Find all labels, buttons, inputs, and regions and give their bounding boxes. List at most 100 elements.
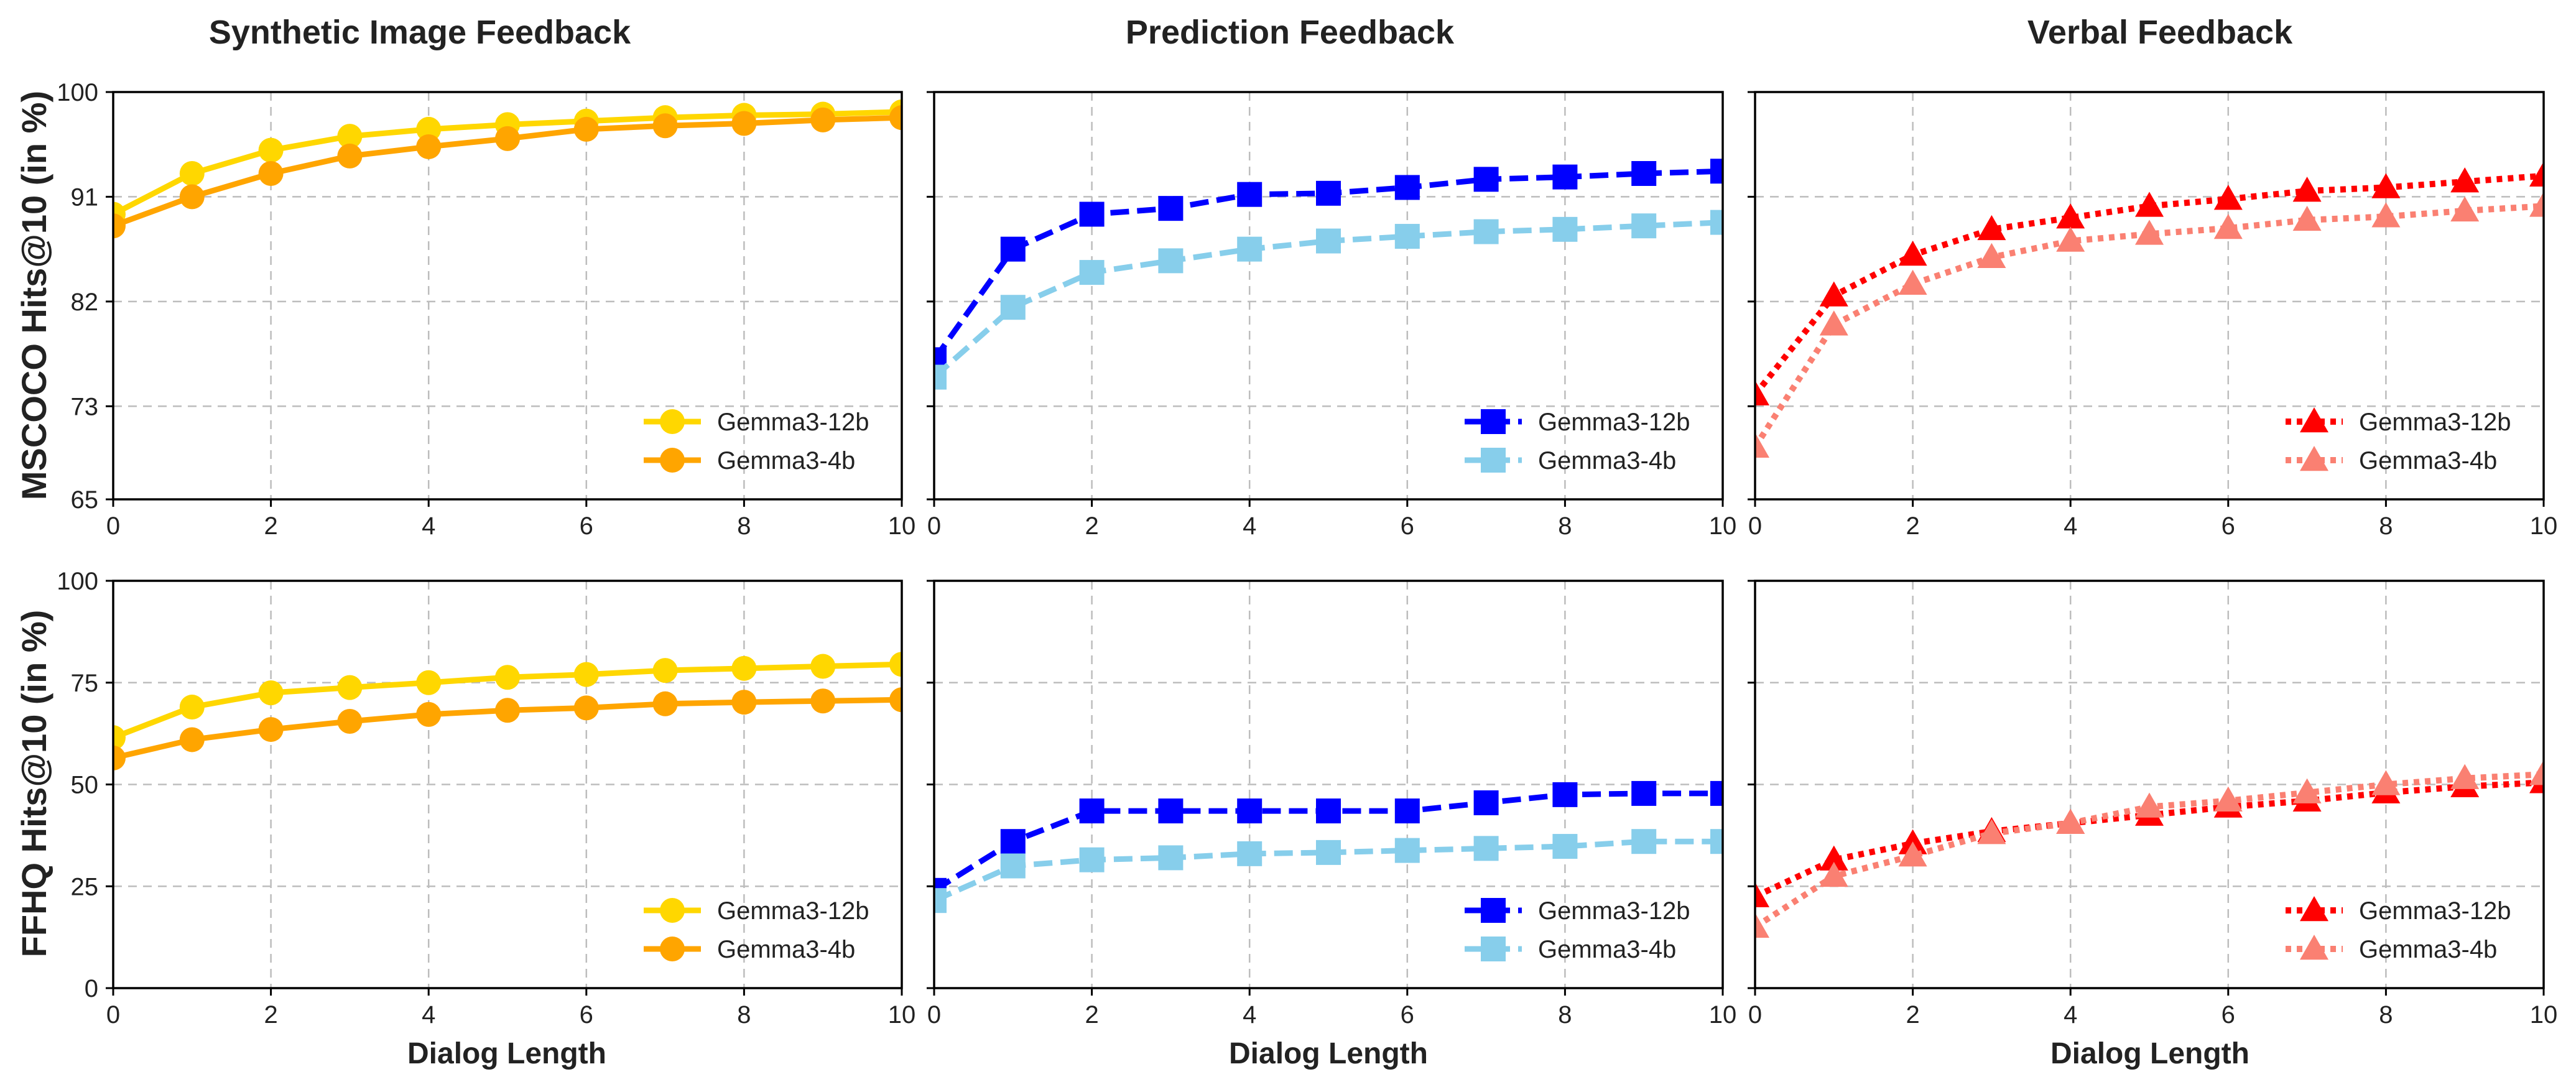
plot-area	[934, 159, 1723, 390]
data-point	[1000, 295, 1026, 320]
data-point	[1710, 210, 1723, 235]
legend-label: Gemma3-12b	[1538, 409, 1690, 436]
x-tick-label: 2	[1085, 1001, 1098, 1029]
x-tick-label: 6	[1401, 512, 1414, 540]
data-point	[1631, 213, 1657, 239]
x-tick-label: 6	[580, 512, 593, 540]
x-axis-label-prediction: Dialog Length	[1229, 1037, 1428, 1070]
plot-area	[113, 652, 902, 770]
data-point	[652, 691, 678, 716]
y-tick-label: 100	[57, 79, 98, 106]
legend-label: Gemma3-4b	[1538, 447, 1676, 474]
data-point	[1079, 201, 1105, 227]
data-point	[337, 675, 363, 700]
axes-frame	[112, 91, 903, 501]
data-point	[1000, 853, 1026, 879]
legend-marker	[660, 898, 685, 923]
x-tick-label: 6	[2222, 1001, 2235, 1029]
data-point	[337, 124, 363, 149]
data-point	[573, 695, 599, 721]
data-point	[652, 113, 678, 139]
x-tick-label: 10	[2530, 1001, 2558, 1029]
data-point	[934, 364, 947, 390]
data-point	[337, 143, 363, 169]
data-point	[1237, 841, 1263, 866]
y-tick-label: 50	[71, 772, 99, 799]
data-point	[1316, 228, 1341, 254]
data-point	[1158, 248, 1184, 274]
data-point	[2450, 196, 2480, 222]
data-point	[1394, 224, 1420, 249]
data-point	[1898, 269, 1927, 295]
legend: Gemma3-12b Gemma3-4b	[1465, 897, 1690, 963]
panel-mscoco-prediction: 0 2 4 6 8 10 Gemma3-12b Gemma3-4b	[927, 91, 1736, 540]
data-point	[1552, 164, 1578, 190]
data-point	[2529, 192, 2544, 217]
data-point	[2371, 173, 2401, 198]
legend-label: Gemma3-4b	[717, 936, 855, 963]
legend-label: Gemma3-12b	[717, 409, 869, 436]
data-point	[573, 116, 599, 142]
column-title-prediction: Prediction Feedback	[1126, 14, 1455, 51]
legend-marker	[660, 448, 685, 473]
data-point	[1158, 845, 1184, 871]
data-point	[810, 688, 836, 714]
data-point	[258, 161, 284, 186]
data-point	[2056, 203, 2085, 229]
data-point	[1394, 798, 1420, 824]
data-point	[1552, 834, 1578, 859]
data-point	[1755, 912, 1769, 938]
y-tick-label: 75	[71, 670, 99, 697]
data-point	[2450, 167, 2480, 193]
legend: Gemma3-12b Gemma3-4b	[644, 409, 869, 474]
data-point	[934, 888, 947, 914]
panel-mscoco-verbal: 0 2 4 6 8 10 Gemma3-12b Gemma3-4b	[1748, 91, 2558, 540]
data-point	[2529, 161, 2544, 187]
data-point	[495, 126, 520, 151]
legend-label: Gemma3-12b	[1538, 897, 1690, 925]
data-point	[810, 654, 836, 679]
x-tick-label: 0	[927, 1001, 941, 1029]
data-point	[1237, 182, 1263, 207]
legend: Gemma3-12b Gemma3-4b	[1465, 409, 1690, 474]
x-axis-label-synthetic: Dialog Length	[407, 1037, 606, 1070]
data-point	[416, 116, 442, 142]
data-point	[2292, 205, 2322, 231]
column-title-synthetic: Synthetic Image Feedback	[209, 14, 631, 51]
legend-marker	[1481, 937, 1506, 961]
legend-label: Gemma3-4b	[717, 447, 855, 474]
x-tick-label: 10	[2530, 512, 2558, 540]
x-tick-label: 4	[1243, 512, 1256, 540]
row-label-ffhq: FFHQ Hits@10 (in %)	[14, 610, 53, 958]
legend-marker	[660, 937, 685, 961]
data-point	[2213, 786, 2243, 812]
data-point	[2371, 770, 2401, 795]
x-tick-label: 8	[737, 512, 751, 540]
data-point	[1316, 798, 1341, 824]
data-point	[337, 708, 363, 734]
data-point	[2135, 220, 2164, 245]
x-tick-label: 6	[580, 1001, 593, 1029]
data-point	[2529, 760, 2544, 785]
data-point	[2213, 185, 2243, 210]
x-tick-label: 6	[2222, 512, 2235, 540]
data-point	[1552, 216, 1578, 242]
column-title-verbal: Verbal Feedback	[2027, 14, 2293, 51]
legend-label: Gemma3-12b	[2359, 897, 2511, 925]
data-point	[1473, 167, 1499, 192]
data-point	[1755, 882, 1769, 907]
data-point	[2213, 213, 2243, 239]
x-tick-label: 2	[264, 1001, 277, 1029]
panel-mscoco-synthetic: 0 2 4 6 8 10 65 73 82 91 100 Gemma3-12b Gemma3-4b	[57, 79, 915, 540]
data-point	[1898, 241, 1927, 266]
legend-label: Gemma3-12b	[2359, 409, 2511, 436]
x-tick-label: 10	[888, 512, 916, 540]
x-tick-label: 0	[1748, 1001, 1762, 1029]
legend-marker	[2300, 935, 2328, 960]
data-point	[495, 698, 520, 723]
x-tick-label: 8	[737, 1001, 751, 1029]
axes-frame	[1754, 91, 2545, 501]
x-tick-label: 4	[422, 1001, 435, 1029]
data-point	[652, 658, 678, 683]
